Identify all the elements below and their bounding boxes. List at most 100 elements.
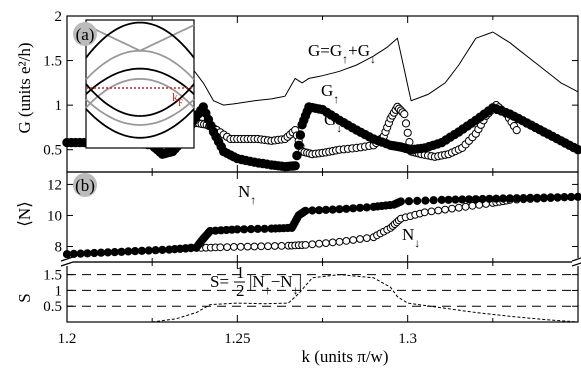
series-n-up-point <box>246 225 256 234</box>
inset-band-black <box>85 21 195 59</box>
inset-band-black <box>85 67 195 95</box>
panel-label-a: (a) <box>73 22 97 46</box>
series-n-down-point <box>223 243 232 252</box>
panel-s-ylabel: S <box>15 293 34 302</box>
series-n-down-point <box>308 240 317 249</box>
series-g-total-line <box>66 31 579 144</box>
series-g-up-point <box>294 140 304 151</box>
svg-text:S=: S= <box>210 272 229 291</box>
series-n-down-point <box>236 242 245 251</box>
series-n-up-point <box>471 195 480 204</box>
series-n-up-point <box>444 195 453 204</box>
inset-kf-label: kF <box>172 90 183 108</box>
series-n-up-point <box>131 247 140 256</box>
series-g-down-point <box>400 110 409 119</box>
series-n-up-point <box>464 195 474 204</box>
series-n-up-point <box>97 248 106 257</box>
panel-s-ytick-label: 0.5 <box>43 299 62 315</box>
svg-text:1: 1 <box>236 263 245 282</box>
series-n-up-point <box>355 203 365 212</box>
inset-band-gray <box>85 49 195 81</box>
series-n-up-point <box>362 203 371 212</box>
series-n-up-point <box>437 195 446 204</box>
series-g-up-point <box>573 145 581 155</box>
axis-break-mark <box>571 257 581 262</box>
series-n-up-point <box>90 248 99 258</box>
series-n-down-point <box>362 234 371 243</box>
series-n-down-point <box>301 241 310 249</box>
panel-s-frame <box>66 261 579 323</box>
series-g-down-point <box>401 119 411 128</box>
inset-band-gray <box>85 98 195 126</box>
series-n-up-point <box>539 193 549 202</box>
series-n-up-point <box>260 224 269 233</box>
annotation-s-formula: S= 1 2 |N↑−N↓| <box>210 263 302 300</box>
series-n-down-point <box>328 238 337 247</box>
x-tick-label: 1.25 <box>224 331 250 347</box>
svg-text:(b): (b) <box>75 176 95 195</box>
axis-break-mark <box>60 256 74 262</box>
annotation-g-total: G=G↑+G↓ <box>308 41 376 66</box>
series-n-up-point <box>573 192 581 201</box>
series-n-up-point <box>404 197 414 206</box>
series-n-down-point <box>434 206 443 215</box>
series-n-up-point <box>240 225 249 234</box>
series-n-up-point <box>553 193 562 202</box>
x-axis-label: k (units π/w) <box>302 347 389 366</box>
annotation-g-up: G↑ <box>321 81 339 106</box>
series-n-down-point <box>250 242 259 251</box>
x-tick-label: 1.3 <box>398 331 417 347</box>
series-n-up-point <box>328 205 337 214</box>
series-n-up-point <box>83 249 92 258</box>
series-n-up-point <box>103 248 113 257</box>
series-n-up-point <box>117 247 126 256</box>
series-n-up-point <box>233 225 242 234</box>
series-s-line <box>67 274 579 323</box>
series-n-down-point <box>454 203 463 212</box>
series-g-up-point <box>292 150 302 161</box>
series-n-up-point <box>69 249 78 258</box>
inset-frame <box>85 19 195 149</box>
series-n-up-point <box>546 193 555 202</box>
panel-s-ytick-label: 1 <box>55 283 63 299</box>
series-n-down-point <box>356 235 364 243</box>
series-n-down-point <box>420 208 429 217</box>
series-n-up-point <box>144 246 153 255</box>
series-n-down-point <box>270 242 279 250</box>
series-n-up-point <box>560 193 569 202</box>
series-n-up-point <box>349 204 358 213</box>
panel-s-ytick-label: 1.5 <box>43 268 62 284</box>
series-n-up-point <box>429 196 438 205</box>
annotation-g-down: G↓ <box>324 110 342 135</box>
series-n-down-point <box>342 237 351 245</box>
series-n-up-point <box>478 194 487 204</box>
axis-break-mark <box>571 262 581 267</box>
panel-a-ytick-label: 1 <box>55 98 63 114</box>
series-g-down-point <box>403 128 412 137</box>
series-n-up-point <box>158 245 167 254</box>
series-n-up-point <box>76 249 85 258</box>
annotation-n-up: N↑ <box>238 182 256 207</box>
series-n-down-point <box>448 204 456 213</box>
inset-band-structure <box>85 19 195 149</box>
series-n-down-point <box>335 237 344 246</box>
series-n-up-point <box>301 206 310 215</box>
series-n-up-point <box>499 194 508 203</box>
series-n-down-point <box>315 239 324 248</box>
series-n-up-point <box>110 248 119 257</box>
x-tick-label: 1.2 <box>58 331 77 347</box>
series-n-up-point <box>505 194 514 203</box>
axis-break-mask <box>61 258 73 266</box>
panel-b: 8 10 12 <box>47 171 581 263</box>
panel-a-ytick-label: 2 <box>55 9 63 25</box>
series-n-down-point <box>427 207 436 216</box>
svg-text:|N↑−N↓|: |N↑−N↓| <box>249 272 302 297</box>
series-n-up-point <box>137 246 146 255</box>
panel-b-ytick-label: 8 <box>55 239 63 255</box>
series-n-down-point <box>264 242 272 251</box>
panel-label-b: (b) <box>73 173 97 197</box>
series-n-up-point <box>512 194 521 203</box>
svg-text:(a): (a) <box>76 25 95 44</box>
series-n-up-point <box>315 206 324 215</box>
